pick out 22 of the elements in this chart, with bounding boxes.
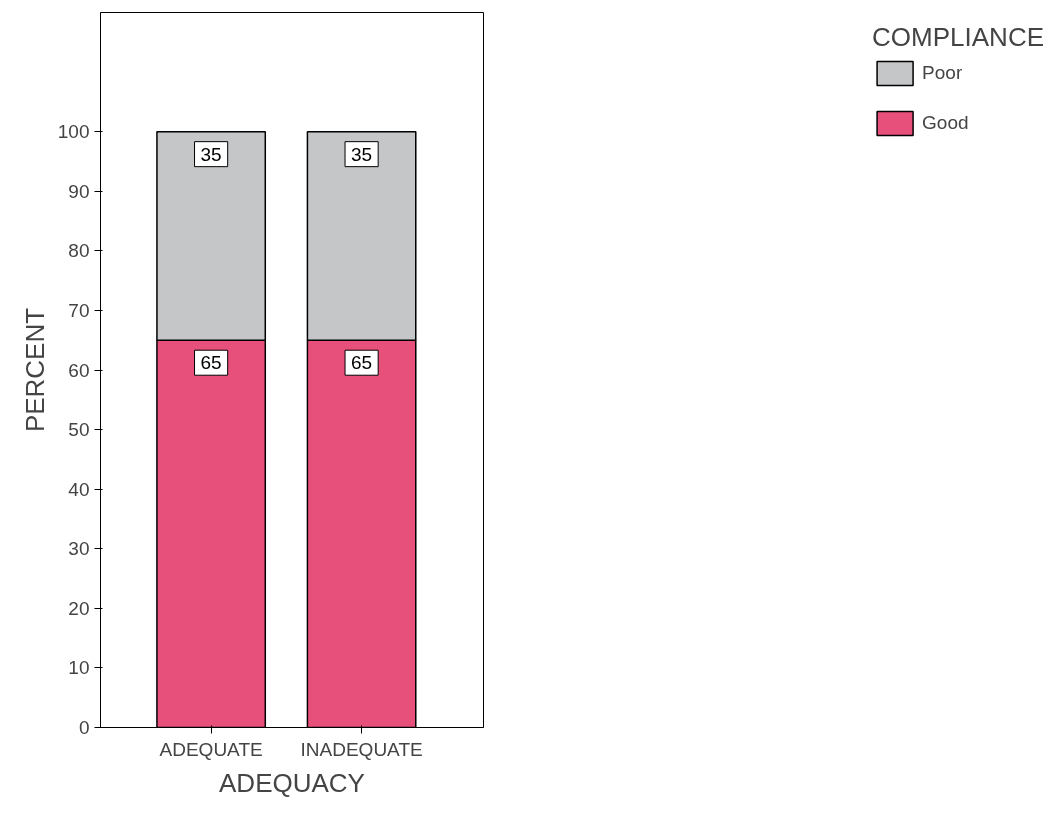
y-tick-label: 70 — [68, 299, 90, 321]
y-tick-label: 100 — [57, 121, 90, 143]
y-tick-label: 10 — [68, 657, 90, 679]
y-tick-label: 80 — [68, 240, 90, 262]
y-tick-label: 0 — [78, 717, 90, 738]
y-tick-label: 40 — [68, 478, 90, 500]
y-axis-title: PERCENT — [19, 307, 50, 433]
y-tick-label: 30 — [68, 538, 90, 560]
data-label: 35 — [351, 143, 373, 165]
data-label: 35 — [200, 143, 222, 165]
x-axis-title: ADEQUACY — [219, 767, 365, 798]
y-tick-label: 50 — [68, 419, 90, 441]
x-tick-label: INADEQUATE — [300, 738, 423, 760]
data-label: 65 — [351, 352, 373, 374]
legend-label: Poor — [922, 62, 963, 84]
data-label: 65 — [200, 352, 222, 374]
legend-title: COMPLIANCE — [872, 22, 1044, 53]
x-tick-label: ADEQUATE — [159, 738, 263, 760]
legend-label: Good — [922, 112, 969, 134]
y-tick-label: 60 — [68, 359, 90, 381]
y-tick-label: 90 — [68, 180, 90, 202]
y-tick-label: 20 — [68, 597, 90, 619]
